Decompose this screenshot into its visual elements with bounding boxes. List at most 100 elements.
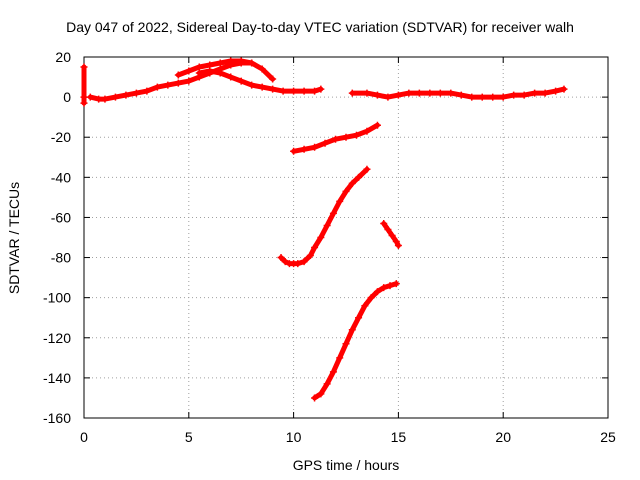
data-point-marker [436,89,444,97]
data-point-marker [363,127,371,135]
series-track-b-main-rising [86,59,256,103]
data-point-marker [227,73,235,81]
data-point-marker [195,69,203,77]
y-tick-label: -120 [43,330,71,346]
data-point-marker [380,219,388,227]
series-track-i-minus-150-rise [311,280,400,402]
data-point-marker [311,143,319,151]
data-point-marker [373,91,381,99]
data-point-marker [457,91,465,99]
data-point-marker [355,314,363,322]
chart-title: Day 047 of 2022, Sidereal Day-to-day VTE… [66,19,574,35]
grid [84,57,608,418]
series-track-f-minus-20 [290,121,381,155]
data-point-marker [258,83,266,91]
data-point-marker [300,145,308,153]
series-track-e-right-flat [348,85,568,101]
data-point-marker [329,209,337,217]
x-axis-label: GPS time / hours [292,457,400,473]
data-point-marker [237,57,245,65]
y-tick-label: -40 [51,169,71,185]
data-point-marker [306,252,314,260]
data-point-marker [426,89,434,97]
data-point-marker [95,95,103,103]
data-point-marker [380,284,388,292]
data-point-marker [300,87,308,95]
series-track-d-falling-branch [195,67,325,95]
data-point-marker [321,139,329,147]
x-tick-label: 15 [391,429,407,445]
y-tick-label: 0 [63,89,71,105]
series-track-g-minus-80-rise [277,165,371,268]
series-track-h-short-drop [380,219,402,250]
data-point-marker [392,280,400,288]
y-tick-labels: 20 0 -20 -40 -60 -80 -100 -120 -140 -160 [43,49,71,426]
data-point-marker [248,81,256,89]
data-point-marker [363,165,371,173]
data-point-marker [332,135,340,143]
data-point-marker [499,93,507,101]
data-point-marker [101,95,109,103]
series-trace [196,68,324,94]
data-point-marker [348,89,356,97]
data-point-marker [281,258,289,266]
data-point-marker [541,89,549,97]
x-tick-label: 10 [286,429,302,445]
data-point-marker [290,147,298,155]
data-point-marker [336,197,344,205]
data-point-marker [153,83,161,91]
data-point-marker [248,59,256,67]
data-point-marker [560,85,568,93]
data-point-marker [520,91,528,99]
data-point-marker [447,89,455,97]
data-point-marker [185,77,193,85]
data-point-marker [367,294,375,302]
data-point-marker [468,93,476,101]
data-point-marker [143,87,151,95]
data-point-marker [86,93,94,101]
series-track-a-leading-spike [80,63,88,107]
data-point-marker [132,89,140,97]
data-point-marker [206,61,214,69]
data-point-marker [323,380,331,388]
data-point-marker [237,77,245,85]
x-tick-label: 20 [495,429,511,445]
data-point-marker [342,133,350,141]
data-point-marker [363,89,371,97]
data-point-marker [111,93,119,101]
data-point-marker [510,91,518,99]
y-tick-label: -100 [43,290,71,306]
data-point-marker [290,87,298,95]
data-point-marker [269,75,277,83]
y-tick-label: -140 [43,370,71,386]
data-point-marker [311,244,319,252]
data-point-marker [227,57,235,65]
data-point-marker [174,71,182,79]
data-point-marker [355,173,363,181]
data-point-marker [269,85,277,93]
data-point-marker [216,59,224,67]
x-tick-label: 5 [185,429,193,445]
data-point-marker [258,65,266,73]
data-point-marker [216,69,224,77]
data-point-marker [348,326,356,334]
data-point-marker [164,81,172,89]
data-point-marker [279,87,287,95]
tick-marks [83,56,609,419]
data-point-marker [352,131,360,139]
data-point-marker [317,85,325,93]
data-point-marker [415,89,423,97]
data-point-marker [342,187,350,195]
data-point-marker [342,340,350,348]
data-point-marker [392,238,400,246]
y-axis-label: SDTVAR / TECUs [6,181,22,295]
data-point-marker [489,93,497,101]
data-point-marker [388,231,396,239]
data-point-marker [323,221,331,229]
data-point-marker [361,302,369,310]
data-point-marker [317,234,325,241]
data-point-marker [195,63,203,71]
data-point-marker [552,87,560,95]
y-tick-label: -20 [51,129,71,145]
